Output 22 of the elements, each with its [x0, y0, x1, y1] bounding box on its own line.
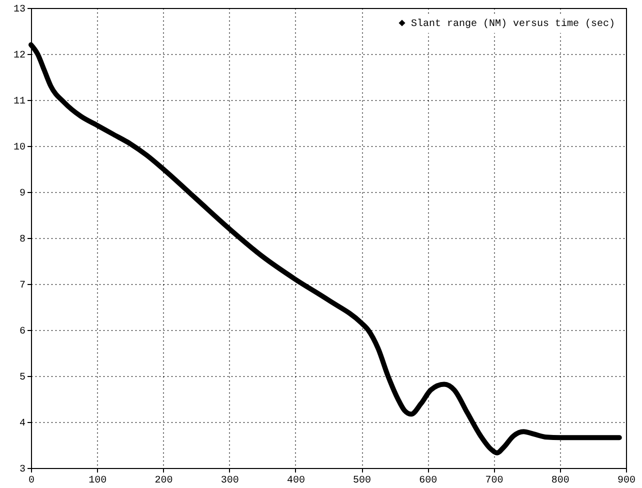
y-tick-label: 9: [19, 188, 26, 200]
x-tick-label: 700: [485, 476, 504, 486]
y-tick-label: 11: [13, 96, 26, 108]
x-tick-label: 600: [419, 476, 438, 486]
y-tick-label: 4: [19, 418, 26, 430]
y-tick-label: 12: [13, 50, 26, 62]
y-tick-label: 3: [19, 464, 26, 476]
x-tick-label: 100: [88, 476, 107, 486]
x-tick-label: 900: [617, 476, 636, 486]
y-tick-label: 5: [19, 372, 26, 384]
y-tick-label: 10: [13, 142, 26, 154]
x-tick-label: 500: [353, 476, 372, 486]
x-tick-label: 400: [286, 476, 305, 486]
x-tick-label: 300: [220, 476, 239, 486]
y-tick-label: 13: [13, 4, 26, 16]
y-tick-label: 8: [19, 234, 26, 246]
y-tick-label: 7: [19, 280, 26, 292]
y-tick-label: 6: [19, 326, 26, 338]
legend-label: Slant range (NM) versus time (sec): [411, 18, 616, 30]
x-tick-label: 0: [28, 476, 35, 486]
x-tick-label: 800: [551, 476, 570, 486]
x-tick-label: 200: [154, 476, 173, 486]
